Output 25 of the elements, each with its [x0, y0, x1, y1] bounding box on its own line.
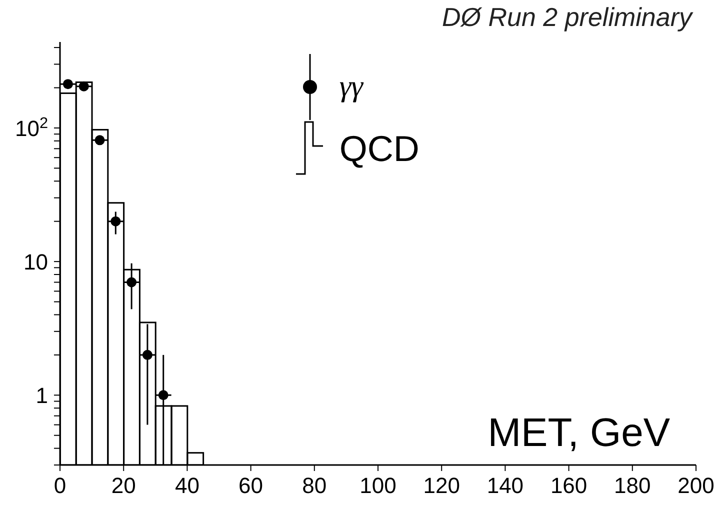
- x-tick-label: 80: [302, 473, 327, 498]
- point: [110, 216, 121, 226]
- y-tick-label: 1: [36, 383, 48, 408]
- x-tick-label: 40: [174, 473, 200, 498]
- legend-label: γγ: [339, 70, 363, 104]
- x-tick-label: 100: [360, 473, 396, 498]
- x-tick-label: 180: [614, 473, 651, 498]
- point: [142, 350, 152, 360]
- x-tick-label: 200: [678, 473, 714, 498]
- chart-title: DØ Run 2 preliminary: [442, 2, 692, 33]
- x-tick-label: 140: [486, 473, 524, 498]
- legend-label: QCD: [339, 128, 420, 170]
- y-tick-label: 10$^{2}$: [14, 114, 48, 141]
- point: [126, 277, 137, 288]
- x-tick-label: 0: [54, 473, 66, 498]
- point: [78, 81, 89, 92]
- x-tick-label: 120: [423, 473, 460, 498]
- point: [158, 390, 168, 400]
- x-tick-label: 60: [238, 473, 264, 498]
- point: [62, 79, 73, 90]
- point: [94, 135, 105, 146]
- y-tick-label: 10: [24, 250, 48, 275]
- x-tick-label: 160: [550, 473, 588, 498]
- x-tick-label: 20: [111, 473, 136, 498]
- x-axis-title: MET, GeV: [488, 411, 670, 455]
